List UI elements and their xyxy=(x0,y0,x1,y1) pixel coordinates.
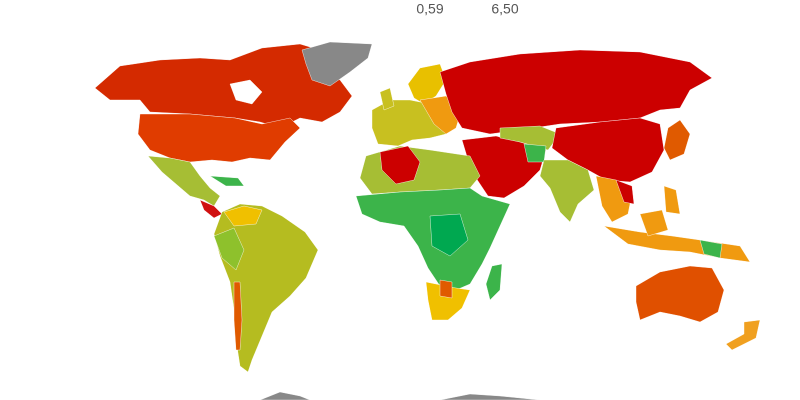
north-africa xyxy=(359,145,481,195)
madagascar xyxy=(485,263,503,301)
canada xyxy=(94,43,353,129)
countries xyxy=(94,41,761,400)
legend-min: 0,59 xyxy=(416,1,443,17)
antarctica xyxy=(439,393,541,400)
congo xyxy=(429,213,469,257)
chile xyxy=(233,281,243,351)
indonesia xyxy=(603,225,751,263)
greenland xyxy=(301,41,373,87)
scandinavia xyxy=(407,63,447,105)
south-africa xyxy=(425,281,471,321)
india xyxy=(539,159,595,223)
japan xyxy=(663,119,691,161)
central-america xyxy=(199,199,223,219)
south-america xyxy=(213,203,319,373)
usa xyxy=(137,113,301,163)
peru xyxy=(213,227,245,271)
legend-max: 6,50 xyxy=(491,1,518,17)
vietnam xyxy=(615,179,635,205)
central-asia xyxy=(499,125,561,151)
mexico xyxy=(147,155,221,207)
philippines xyxy=(663,185,681,215)
australia xyxy=(635,265,725,323)
botswana xyxy=(439,279,453,299)
antarctica-west xyxy=(259,391,311,400)
algeria-libya xyxy=(379,145,421,185)
caribbean xyxy=(209,175,245,187)
papua xyxy=(699,239,723,259)
uk xyxy=(379,87,395,111)
new-zealand xyxy=(725,319,761,351)
russia xyxy=(439,49,713,135)
hudson-bay xyxy=(229,79,263,105)
afghanistan xyxy=(523,143,547,163)
legend: 0,59 6,50 xyxy=(416,1,518,17)
venezuela xyxy=(223,205,263,227)
borneo xyxy=(639,209,669,237)
